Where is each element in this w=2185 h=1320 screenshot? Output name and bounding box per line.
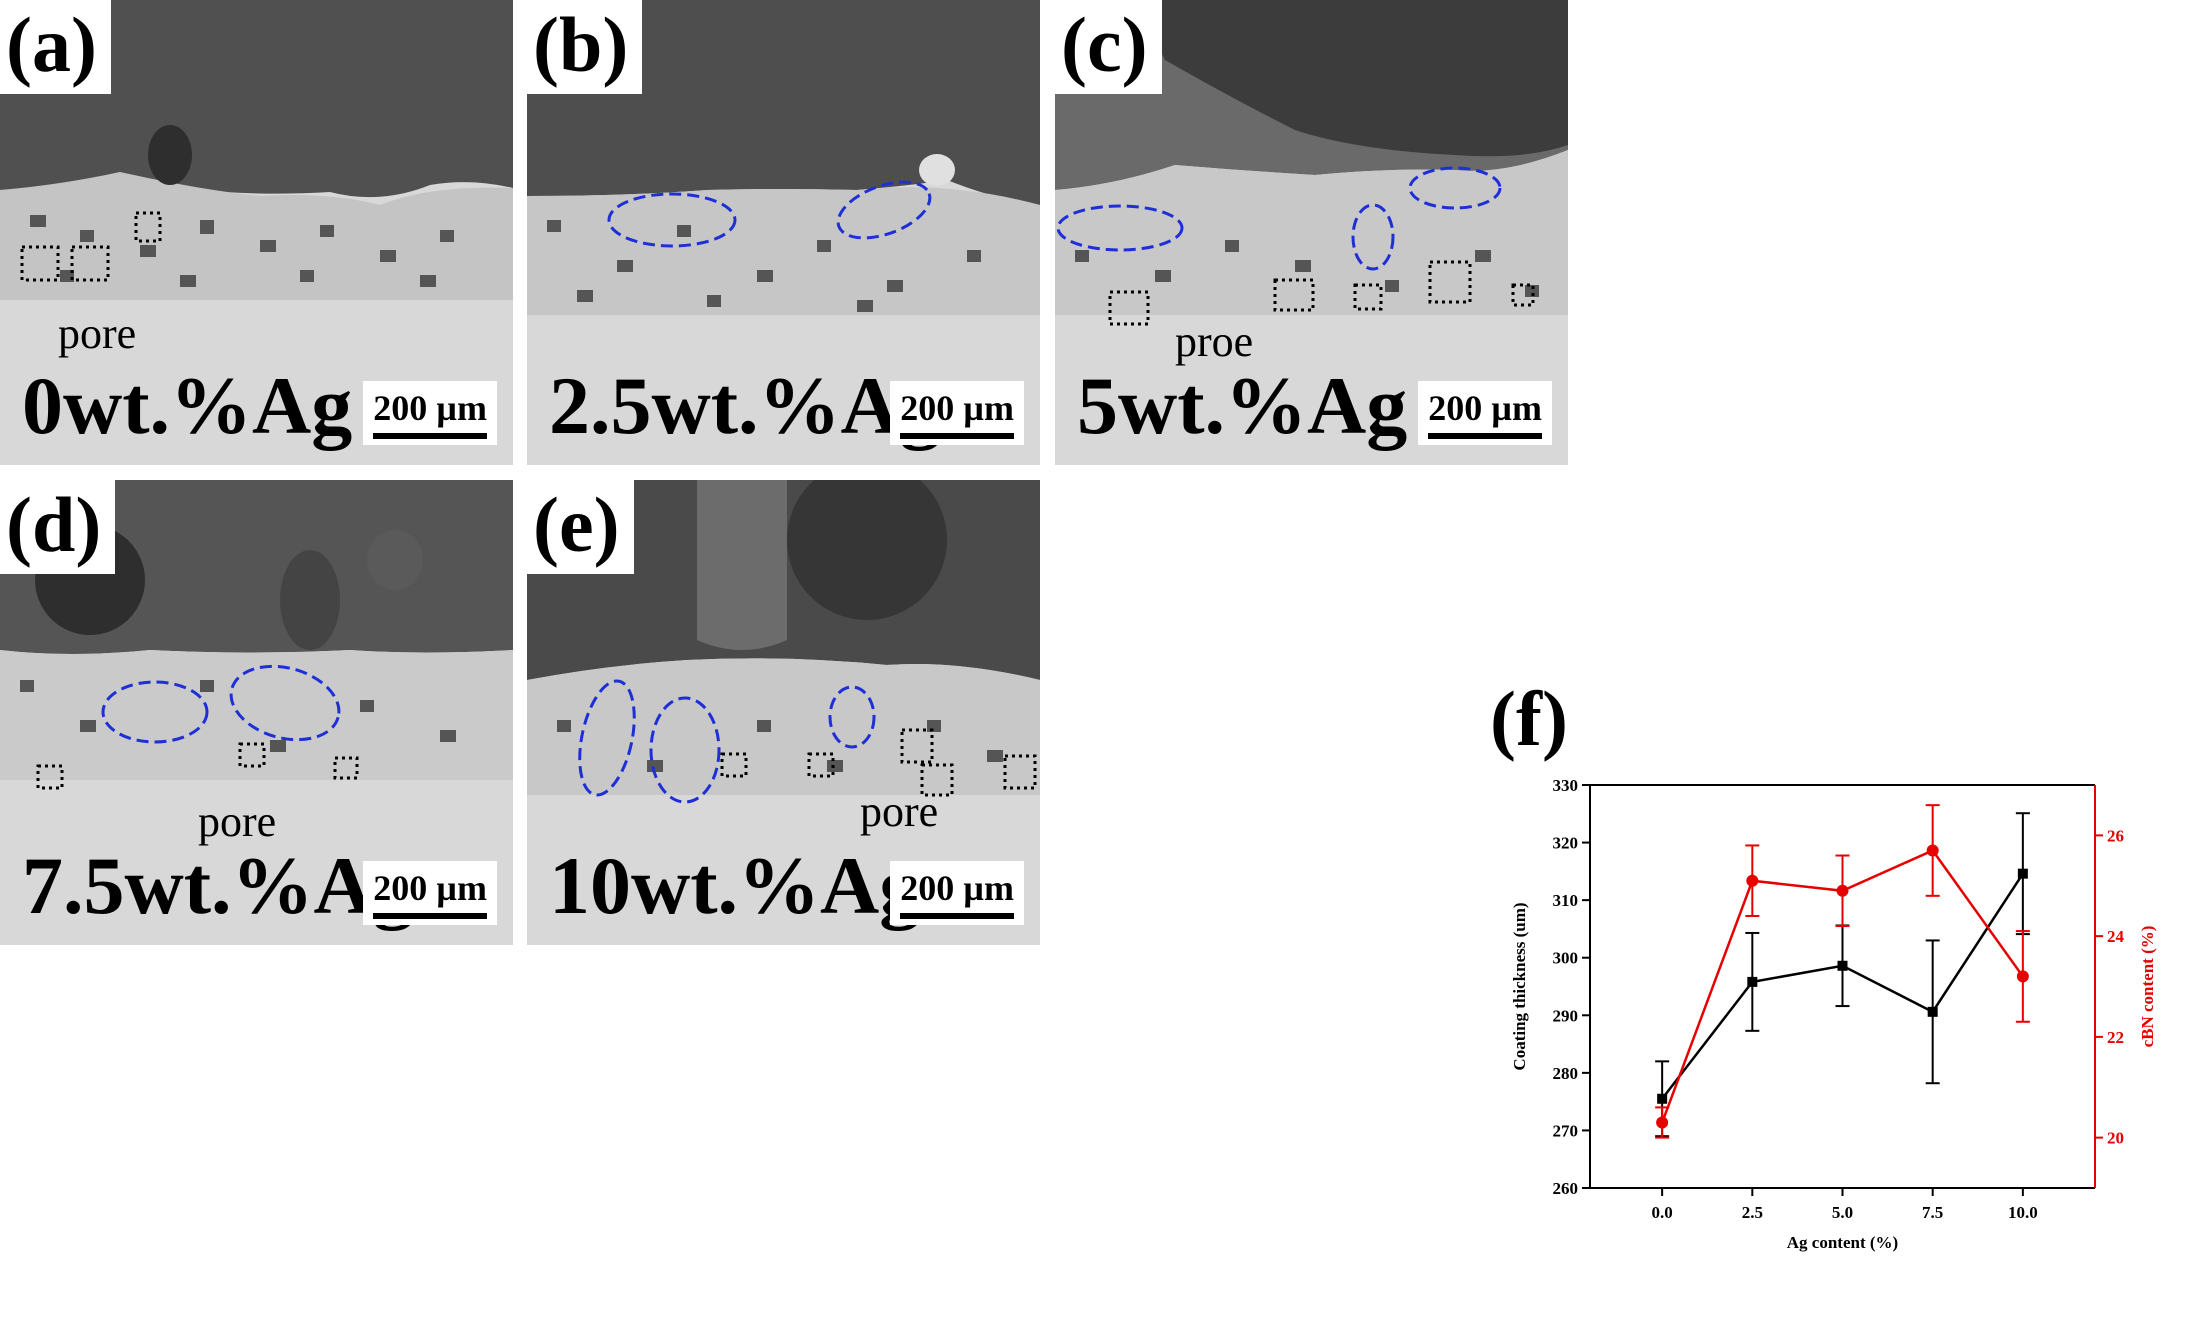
x-tick-label: 7.5 bbox=[1922, 1203, 1943, 1222]
panel-label-d: (d) bbox=[0, 480, 116, 574]
x-tick-label: 2.5 bbox=[1742, 1203, 1763, 1222]
sem-panel-d: (d) pore 7.5wt.%Ag 200 µm bbox=[0, 480, 513, 945]
sem-panel-b: (b) 2.5wt.%Ag 200 µm bbox=[527, 0, 1040, 465]
caption-a: 0wt.%Ag bbox=[22, 360, 353, 451]
data-point-circle bbox=[1656, 1116, 1669, 1129]
data-point-square bbox=[1837, 960, 1848, 971]
data-point-circle bbox=[1836, 884, 1849, 897]
caption-b: 2.5wt.%Ag bbox=[549, 360, 941, 451]
sem-panel-a: (a) pore 0wt.%Ag 200 µm bbox=[0, 0, 513, 465]
y-axis-title: Coating thickness (um) bbox=[1510, 902, 1529, 1070]
caption-d: 7.5wt.%Ag bbox=[22, 840, 414, 931]
panel-label-e: (e) bbox=[527, 480, 634, 574]
y2-tick-label: 26 bbox=[2107, 826, 2124, 845]
pore-label-a: pore bbox=[58, 309, 137, 358]
y2-tick-label: 24 bbox=[2107, 927, 2125, 946]
scale-label-d: 200 µm bbox=[373, 868, 487, 908]
y-tick-label: 260 bbox=[1553, 1179, 1579, 1198]
panel-label-b: (b) bbox=[527, 0, 643, 94]
y-tick-label: 280 bbox=[1553, 1064, 1579, 1083]
coating-chart: 0.0 2.5 5.0 7.5 10.0 260 270 280 290 300 310 320 330… bbox=[1470, 670, 2185, 1320]
sem-panel-e: (e) pore 10wt.%Ag 200 µm bbox=[527, 480, 1040, 945]
sem-panel-c: (c) proe 5wt.%Ag 200 µm bbox=[1055, 0, 1568, 465]
scale-label-a: 200 µm bbox=[373, 388, 487, 428]
scale-label-e: 200 µm bbox=[900, 868, 1014, 908]
pore-label-d: pore bbox=[198, 797, 277, 846]
y2-tick-label: 20 bbox=[2107, 1129, 2124, 1148]
data-point-square bbox=[2017, 868, 2028, 879]
scale-bar-a: 200 µm bbox=[363, 381, 497, 445]
x-axis-title: Ag content (%) bbox=[1787, 1233, 1898, 1252]
x-tick-label: 0.0 bbox=[1652, 1203, 1673, 1222]
scale-bar-b: 200 µm bbox=[890, 381, 1024, 445]
caption-e: 10wt.%Ag bbox=[549, 840, 921, 931]
data-point-square bbox=[1657, 1093, 1668, 1104]
caption-c: 5wt.%Ag bbox=[1077, 360, 1408, 451]
scale-bar-e: 200 µm bbox=[890, 861, 1024, 925]
scale-bar-c: 200 µm bbox=[1418, 381, 1552, 445]
pore-label-e: pore bbox=[860, 787, 939, 836]
y2-axis-title: cBN content (%) bbox=[2138, 926, 2157, 1048]
x-tick-label: 10.0 bbox=[2008, 1203, 2038, 1222]
y-tick-label: 320 bbox=[1553, 834, 1579, 853]
data-point-circle bbox=[2016, 970, 2029, 983]
scale-label-c: 200 µm bbox=[1428, 388, 1542, 428]
data-point-circle bbox=[1926, 844, 1939, 857]
data-point-square bbox=[1927, 1006, 1938, 1017]
panel-label-a: (a) bbox=[0, 0, 111, 94]
scale-bar-d: 200 µm bbox=[363, 861, 497, 925]
panel-label-c: (c) bbox=[1055, 0, 1162, 94]
pore-label-c: proe bbox=[1175, 317, 1254, 366]
data-point-circle bbox=[1746, 874, 1759, 887]
y-tick-label: 270 bbox=[1553, 1121, 1579, 1140]
y-tick-label: 310 bbox=[1553, 891, 1579, 910]
chart-svg: 0.0 2.5 5.0 7.5 10.0 260 270 280 290 300 310 320 330… bbox=[1510, 776, 2157, 1252]
sem-micrograph-a bbox=[0, 0, 513, 465]
scale-label-b: 200 µm bbox=[900, 388, 1014, 428]
panel-label-f: (f) bbox=[1490, 675, 1568, 762]
y2-tick-label: 22 bbox=[2107, 1028, 2124, 1047]
y-tick-label: 290 bbox=[1553, 1006, 1579, 1025]
data-point-square bbox=[1747, 976, 1758, 987]
x-tick-label: 5.0 bbox=[1832, 1203, 1853, 1222]
y-tick-label: 300 bbox=[1553, 949, 1579, 968]
y-tick-label: 330 bbox=[1553, 776, 1579, 795]
